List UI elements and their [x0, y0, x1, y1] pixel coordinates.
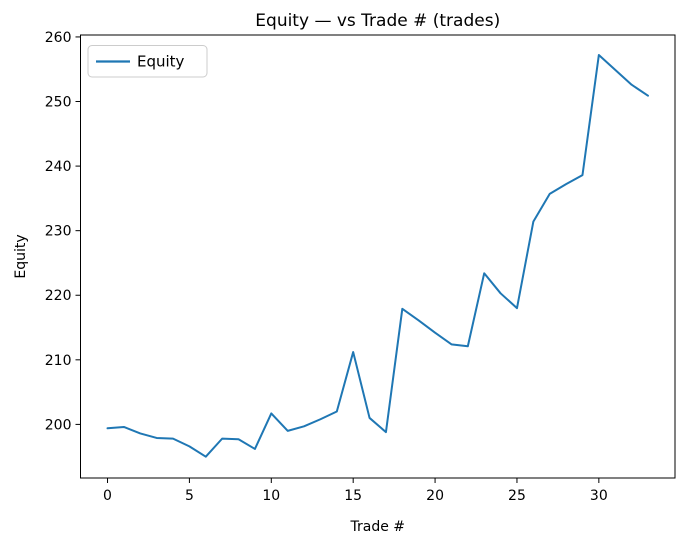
x-axis-label: Trade # — [349, 519, 405, 535]
chart-title: Equity — vs Trade # (trades) — [255, 11, 500, 31]
equity-line-series — [106, 54, 649, 458]
y-axis-tick-label: 210 — [45, 353, 72, 369]
x-axis-tick-label: 30 — [590, 488, 608, 504]
y-axis-tick-label: 250 — [45, 95, 72, 111]
y-axis-tick-label: 220 — [45, 288, 72, 304]
y-axis-tick-label: 200 — [45, 417, 72, 433]
y-axis-label: Equity — [13, 234, 29, 278]
axes-spines — [80, 34, 676, 479]
plot-area — [80, 35, 675, 478]
x-axis-tick-label: 5 — [185, 488, 194, 504]
legend-box — [87, 45, 208, 78]
y-axis-tick-label: 230 — [45, 224, 72, 240]
x-axis-tick-label: 0 — [103, 488, 112, 504]
x-axis-tick-label: 15 — [344, 488, 362, 504]
legend-label: Equity — [137, 53, 185, 71]
x-axis-tick-label: 20 — [426, 488, 444, 504]
y-axis-tick-label: 260 — [45, 30, 72, 46]
x-axis-tick-label: 10 — [262, 488, 280, 504]
x-axis-tick-label: 25 — [508, 488, 526, 504]
y-axis-tick-label: 240 — [45, 159, 72, 175]
